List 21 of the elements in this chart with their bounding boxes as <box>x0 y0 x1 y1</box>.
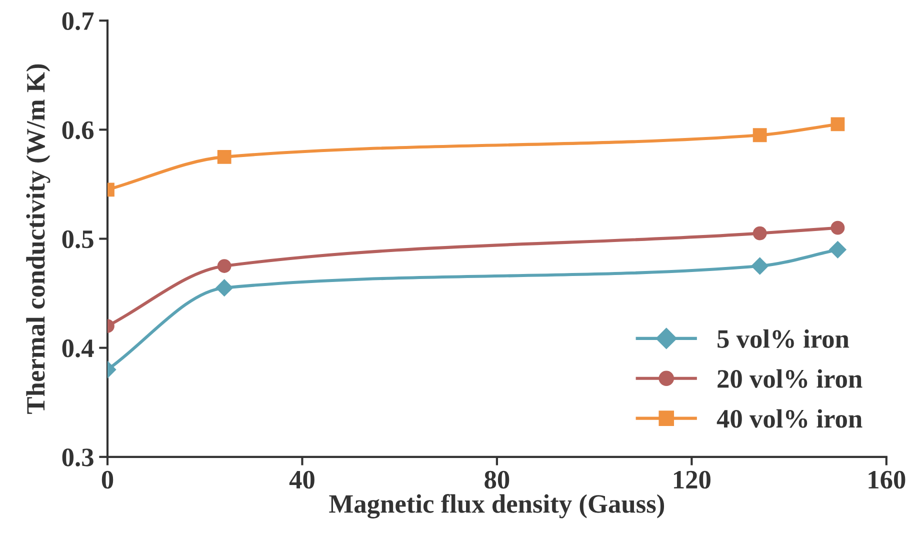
x-tick-label: 80 <box>484 470 510 489</box>
point <box>830 220 845 235</box>
point <box>752 128 767 142</box>
y-axis-title: Thermal conductivity (W/m K) <box>26 64 50 414</box>
point <box>829 241 846 258</box>
x-tick-label: 160 <box>868 470 906 489</box>
legend-label: 5 vol% iron <box>718 329 850 348</box>
legend-label: 40 vol% iron <box>716 409 862 428</box>
y-tick-label: 0.5 <box>62 230 94 248</box>
x-tick-label: 0 <box>102 470 114 489</box>
point <box>751 257 768 275</box>
y-tick-label: 0.7 <box>62 12 94 30</box>
point <box>752 226 767 240</box>
y-tick-label: 0.4 <box>62 339 94 358</box>
point <box>830 117 845 132</box>
x-axis-title: Magnetic flux density (Gauss) <box>329 494 664 518</box>
y-tick-label: 0.6 <box>62 121 94 140</box>
y-tick-label: 0.3 <box>62 448 94 466</box>
x-tick-label: 40 <box>289 470 314 489</box>
legend-label: 20 vol% iron <box>718 369 862 388</box>
x-tick-label: 120 <box>674 470 710 489</box>
